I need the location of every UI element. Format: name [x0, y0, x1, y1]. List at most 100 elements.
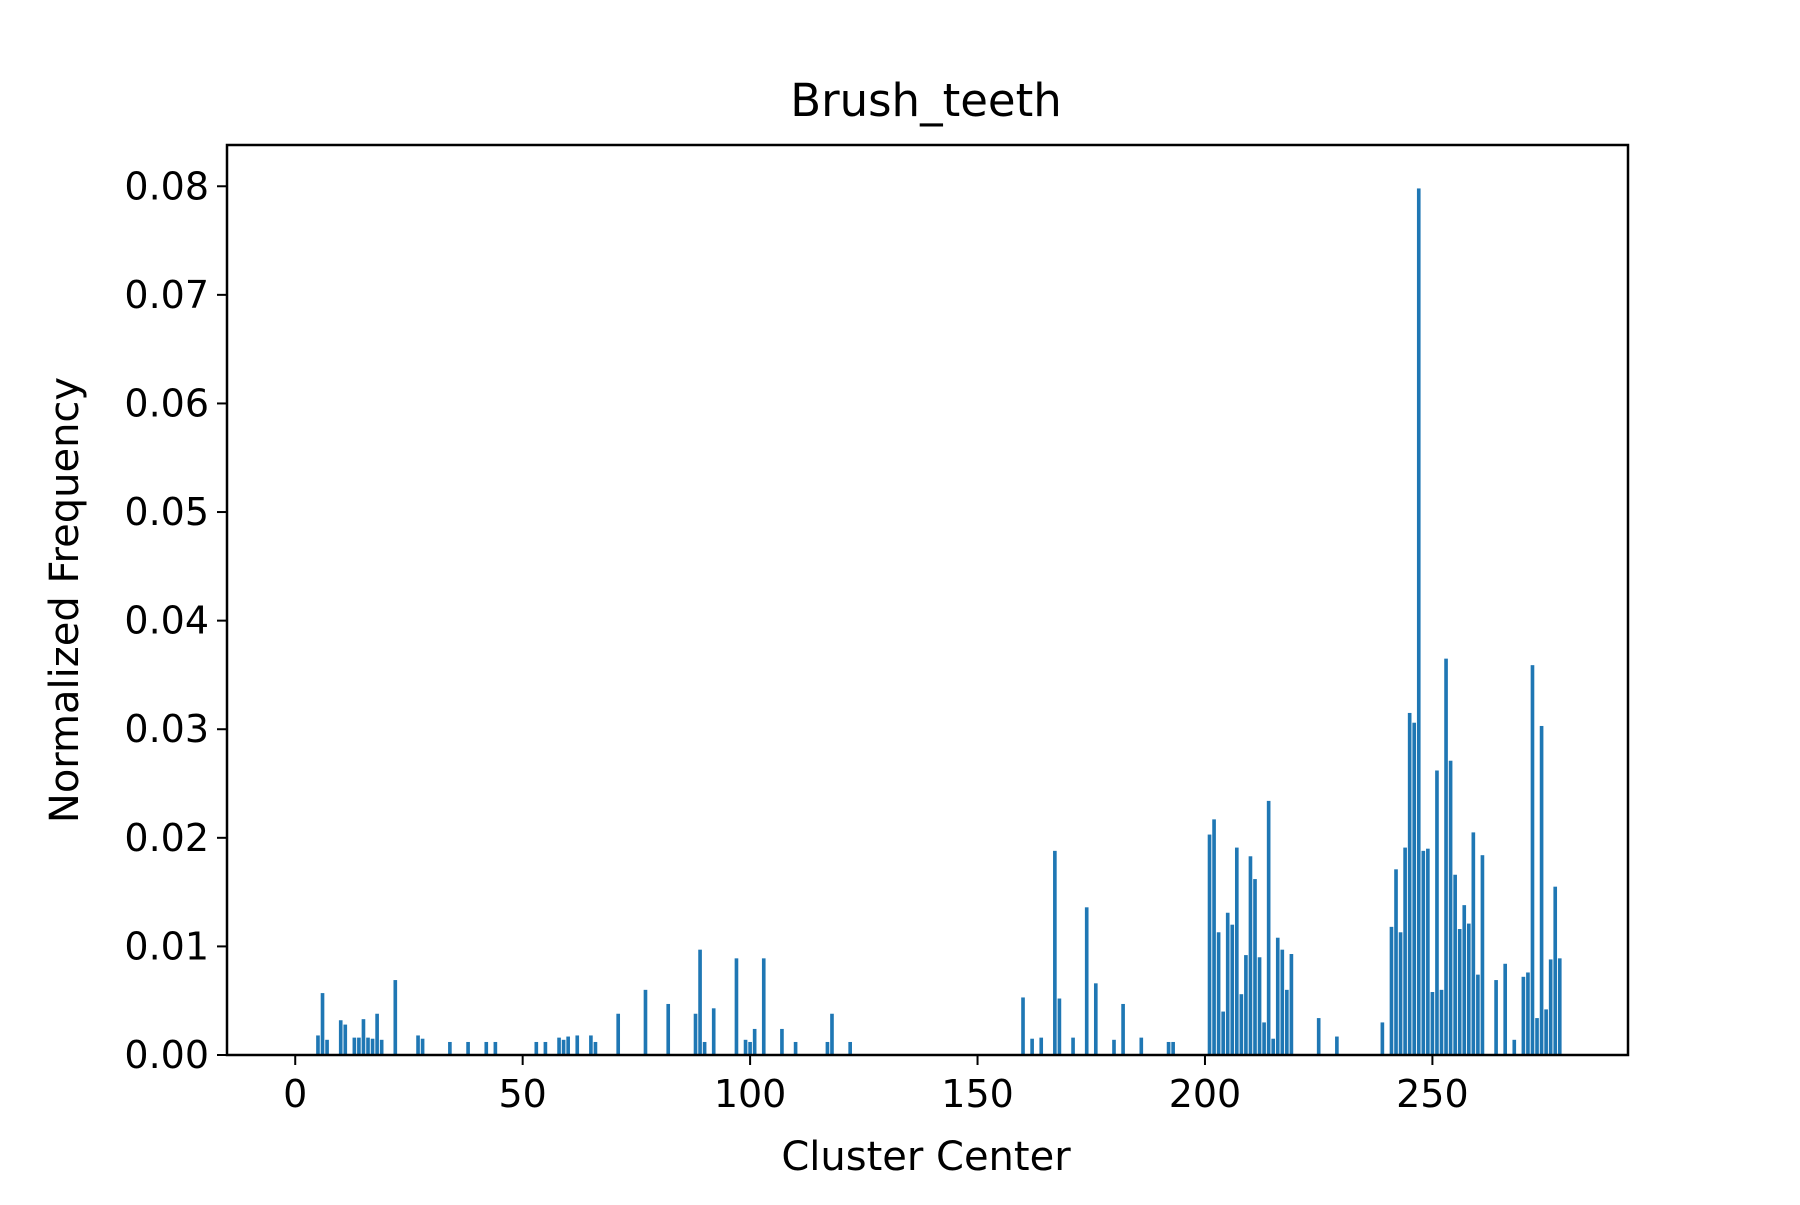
bar: [338, 1020, 343, 1055]
x-tick-label: 50: [498, 1072, 546, 1116]
bar: [1412, 722, 1417, 1055]
bar: [1071, 1037, 1075, 1055]
bar: [566, 1036, 570, 1055]
y-tick-label: 0.06: [124, 381, 209, 425]
y-tick-label: 0.04: [124, 599, 209, 643]
bar: [848, 1041, 852, 1055]
bar: [1512, 1039, 1517, 1055]
y-tick-label: 0.03: [124, 707, 209, 751]
bar: [1389, 926, 1394, 1055]
bar: [1407, 712, 1412, 1055]
bar: [320, 993, 325, 1055]
bar: [543, 1041, 548, 1055]
bar: [1039, 1037, 1044, 1055]
bar: [1262, 1022, 1266, 1055]
bar: [1234, 847, 1239, 1055]
x-axis-ticks: 0 50 100 150 200 250: [283, 1055, 1469, 1116]
bar: [1225, 912, 1230, 1055]
bar: [1544, 1009, 1548, 1055]
bar: [711, 1008, 716, 1055]
bar: [1121, 1003, 1125, 1055]
bar: [1530, 665, 1535, 1055]
bar: [420, 1038, 425, 1055]
bar: [1271, 1038, 1276, 1055]
bar: [1253, 879, 1257, 1055]
bar: [589, 1035, 593, 1055]
bar: [1553, 886, 1558, 1055]
bar: [825, 1041, 830, 1055]
bar: [1266, 800, 1271, 1055]
bar: [1476, 974, 1480, 1055]
bar: [1403, 847, 1407, 1055]
bar: [1207, 834, 1212, 1055]
bar: [1212, 819, 1216, 1055]
x-tick-label: 100: [714, 1072, 787, 1116]
bar: [1248, 856, 1253, 1055]
bar: [343, 1024, 348, 1055]
bar: [1526, 972, 1530, 1055]
y-tick-label: 0.00: [124, 1033, 209, 1077]
bar: [575, 1035, 580, 1055]
bar: [1171, 1041, 1175, 1055]
x-tick-label: 150: [941, 1072, 1014, 1116]
bar: [416, 1035, 420, 1055]
bar: [375, 1013, 379, 1055]
bar: [1053, 850, 1057, 1055]
bar: [1316, 1018, 1321, 1055]
bar: [761, 958, 766, 1055]
bar: [1057, 998, 1062, 1055]
bar: [361, 1019, 366, 1055]
bar: [448, 1041, 452, 1055]
bar: [1435, 770, 1439, 1055]
bar: [1453, 874, 1457, 1055]
bar: [1166, 1041, 1171, 1055]
bar: [1093, 983, 1098, 1055]
chart-title: Brush_teeth: [790, 74, 1062, 127]
bar: [1216, 932, 1221, 1055]
bar: [1335, 1036, 1339, 1055]
bar: [357, 1037, 361, 1055]
bar: [366, 1037, 370, 1055]
bar: [1030, 1038, 1034, 1055]
bar: [534, 1041, 539, 1055]
bar: [1421, 850, 1426, 1055]
bar: [1139, 1037, 1144, 1055]
bar: [1280, 949, 1285, 1055]
x-tick-label: 200: [1169, 1072, 1242, 1116]
bar: [1380, 1022, 1385, 1055]
bar: [702, 1041, 707, 1055]
bars: [316, 188, 1562, 1055]
bar: [698, 949, 702, 1055]
bar: [1021, 997, 1025, 1055]
bar: [616, 1013, 621, 1055]
bar: [793, 1041, 798, 1055]
bar: [1466, 923, 1471, 1055]
bar: [743, 1039, 748, 1055]
bar: [1448, 760, 1453, 1055]
bar: [370, 1038, 375, 1055]
bar: [1548, 959, 1553, 1055]
x-tick-label: 0: [283, 1072, 307, 1116]
bar: [1230, 924, 1235, 1055]
bar: [1257, 957, 1262, 1055]
y-axis-ticks: 0.00 0.01 0.02 0.03 0.04 0.05 0.06 0.07 0.08: [124, 164, 227, 1077]
bar: [752, 1028, 757, 1055]
bar: [1084, 907, 1089, 1055]
bar: [352, 1037, 357, 1055]
bar: [561, 1039, 566, 1055]
y-tick-label: 0.02: [124, 816, 209, 860]
bar: [1494, 980, 1498, 1055]
bar: [1426, 848, 1430, 1055]
bar: [1439, 989, 1444, 1055]
bar: [748, 1041, 752, 1055]
bar: [666, 1003, 671, 1055]
bar: [1239, 994, 1244, 1055]
bar: [379, 1039, 384, 1055]
bar: [1275, 937, 1280, 1055]
bar: [1457, 929, 1462, 1055]
bar: [1244, 955, 1248, 1055]
x-tick-label: 250: [1396, 1072, 1469, 1116]
bar: [325, 1039, 329, 1055]
